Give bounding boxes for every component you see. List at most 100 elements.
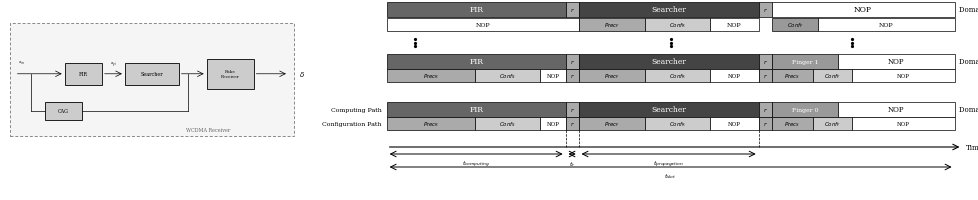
Text: NOP: NOP — [853, 6, 871, 14]
Text: $Prec_F$: $Prec_F$ — [603, 72, 619, 81]
Text: $Conf_F$: $Conf_F$ — [823, 72, 840, 81]
Bar — [540, 70, 565, 83]
Bar — [837, 102, 954, 117]
Text: Domain 0: Domain 0 — [958, 106, 978, 114]
Bar — [771, 70, 812, 83]
Bar — [578, 3, 758, 18]
Bar — [710, 70, 758, 83]
Text: $Conf_R$: $Conf_R$ — [669, 21, 686, 30]
Text: Searcher: Searcher — [650, 58, 686, 66]
Text: NOP: NOP — [896, 121, 909, 126]
Bar — [710, 19, 758, 32]
Text: $x_{yi}$: $x_{yi}$ — [110, 60, 116, 68]
Bar — [578, 19, 645, 32]
Bar — [771, 102, 837, 117]
Bar — [386, 102, 565, 117]
Text: NOP: NOP — [878, 23, 893, 28]
Text: NOP: NOP — [728, 74, 740, 79]
Bar — [758, 117, 771, 130]
Text: Rake
Receiver: Rake Receiver — [220, 70, 240, 79]
Bar — [578, 117, 645, 130]
Text: Computing Path: Computing Path — [331, 107, 381, 112]
Text: $t_{slot}$: $t_{slot}$ — [664, 171, 676, 180]
FancyBboxPatch shape — [10, 24, 293, 136]
Bar — [852, 70, 954, 83]
Text: r: r — [570, 107, 573, 112]
Text: $Conf_R$: $Conf_R$ — [669, 119, 686, 128]
Text: $Prec_R$: $Prec_R$ — [422, 72, 438, 81]
Text: r: r — [570, 74, 573, 79]
Text: NOP: NOP — [546, 121, 558, 126]
Text: $Conf_F$: $Conf_F$ — [785, 21, 803, 30]
Text: r: r — [763, 107, 766, 112]
Text: NOP: NOP — [475, 23, 489, 28]
Text: NOP: NOP — [887, 58, 904, 66]
Bar — [758, 70, 771, 83]
Text: $Conf_S$: $Conf_S$ — [499, 72, 515, 81]
Text: Searcher: Searcher — [650, 6, 686, 14]
Text: CAG: CAG — [58, 109, 69, 114]
Bar — [386, 19, 578, 32]
FancyBboxPatch shape — [65, 63, 102, 85]
Text: r: r — [570, 121, 573, 126]
FancyBboxPatch shape — [206, 59, 253, 89]
Bar — [565, 3, 578, 18]
Text: r: r — [763, 60, 766, 65]
Bar — [710, 117, 758, 130]
Bar — [645, 117, 710, 130]
Bar — [812, 117, 852, 130]
Text: WCDMA Receiver: WCDMA Receiver — [186, 127, 231, 132]
Text: $t_{propagation}$: $t_{propagation}$ — [652, 159, 684, 169]
Text: $Conf_R$: $Conf_R$ — [669, 72, 686, 81]
Text: Finger 0: Finger 0 — [791, 107, 818, 112]
Text: $t_{computing}$: $t_{computing}$ — [462, 159, 489, 169]
Bar — [578, 102, 758, 117]
Text: $\delta$: $\delta$ — [298, 70, 304, 79]
Bar — [758, 3, 771, 18]
Text: $Prec_S$: $Prec_S$ — [783, 119, 799, 128]
Bar — [578, 55, 758, 70]
Bar — [818, 19, 954, 32]
Text: FIR: FIR — [78, 72, 88, 77]
Text: $Conf_S$: $Conf_S$ — [499, 119, 515, 128]
Bar — [565, 117, 578, 130]
Bar — [758, 102, 771, 117]
Text: r: r — [763, 8, 766, 13]
Bar — [837, 55, 954, 70]
Bar — [474, 70, 540, 83]
Text: NOP: NOP — [546, 74, 558, 79]
Bar — [771, 3, 954, 18]
Text: Time: Time — [965, 143, 978, 151]
Bar — [852, 117, 954, 130]
Text: $Conf_F$: $Conf_F$ — [823, 119, 840, 128]
Bar — [386, 55, 565, 70]
Text: FIR: FIR — [468, 6, 483, 14]
Bar — [474, 117, 540, 130]
Bar — [565, 55, 578, 70]
Text: NOP: NOP — [728, 121, 740, 126]
Bar — [771, 117, 812, 130]
Bar — [812, 70, 852, 83]
Text: r: r — [763, 121, 766, 126]
Text: $Prec_F$: $Prec_F$ — [603, 21, 619, 30]
Text: Searcher: Searcher — [650, 106, 686, 114]
Text: NOP: NOP — [727, 23, 741, 28]
Text: $Prec_R$: $Prec_R$ — [422, 119, 438, 128]
FancyBboxPatch shape — [125, 63, 178, 85]
Text: $x_{in}$: $x_{in}$ — [18, 59, 24, 66]
Bar — [386, 70, 474, 83]
FancyBboxPatch shape — [45, 102, 82, 120]
Text: $Prec_S$: $Prec_S$ — [783, 72, 799, 81]
Text: r: r — [763, 74, 766, 79]
Text: $Prec_F$: $Prec_F$ — [603, 119, 619, 128]
Bar — [771, 19, 818, 32]
Bar — [565, 70, 578, 83]
Bar — [386, 117, 474, 130]
Text: NOP: NOP — [887, 106, 904, 114]
Text: FIR: FIR — [468, 58, 483, 66]
Bar — [386, 3, 565, 18]
Bar — [578, 70, 645, 83]
Bar — [540, 117, 565, 130]
Text: FIR: FIR — [468, 106, 483, 114]
Bar — [645, 19, 710, 32]
